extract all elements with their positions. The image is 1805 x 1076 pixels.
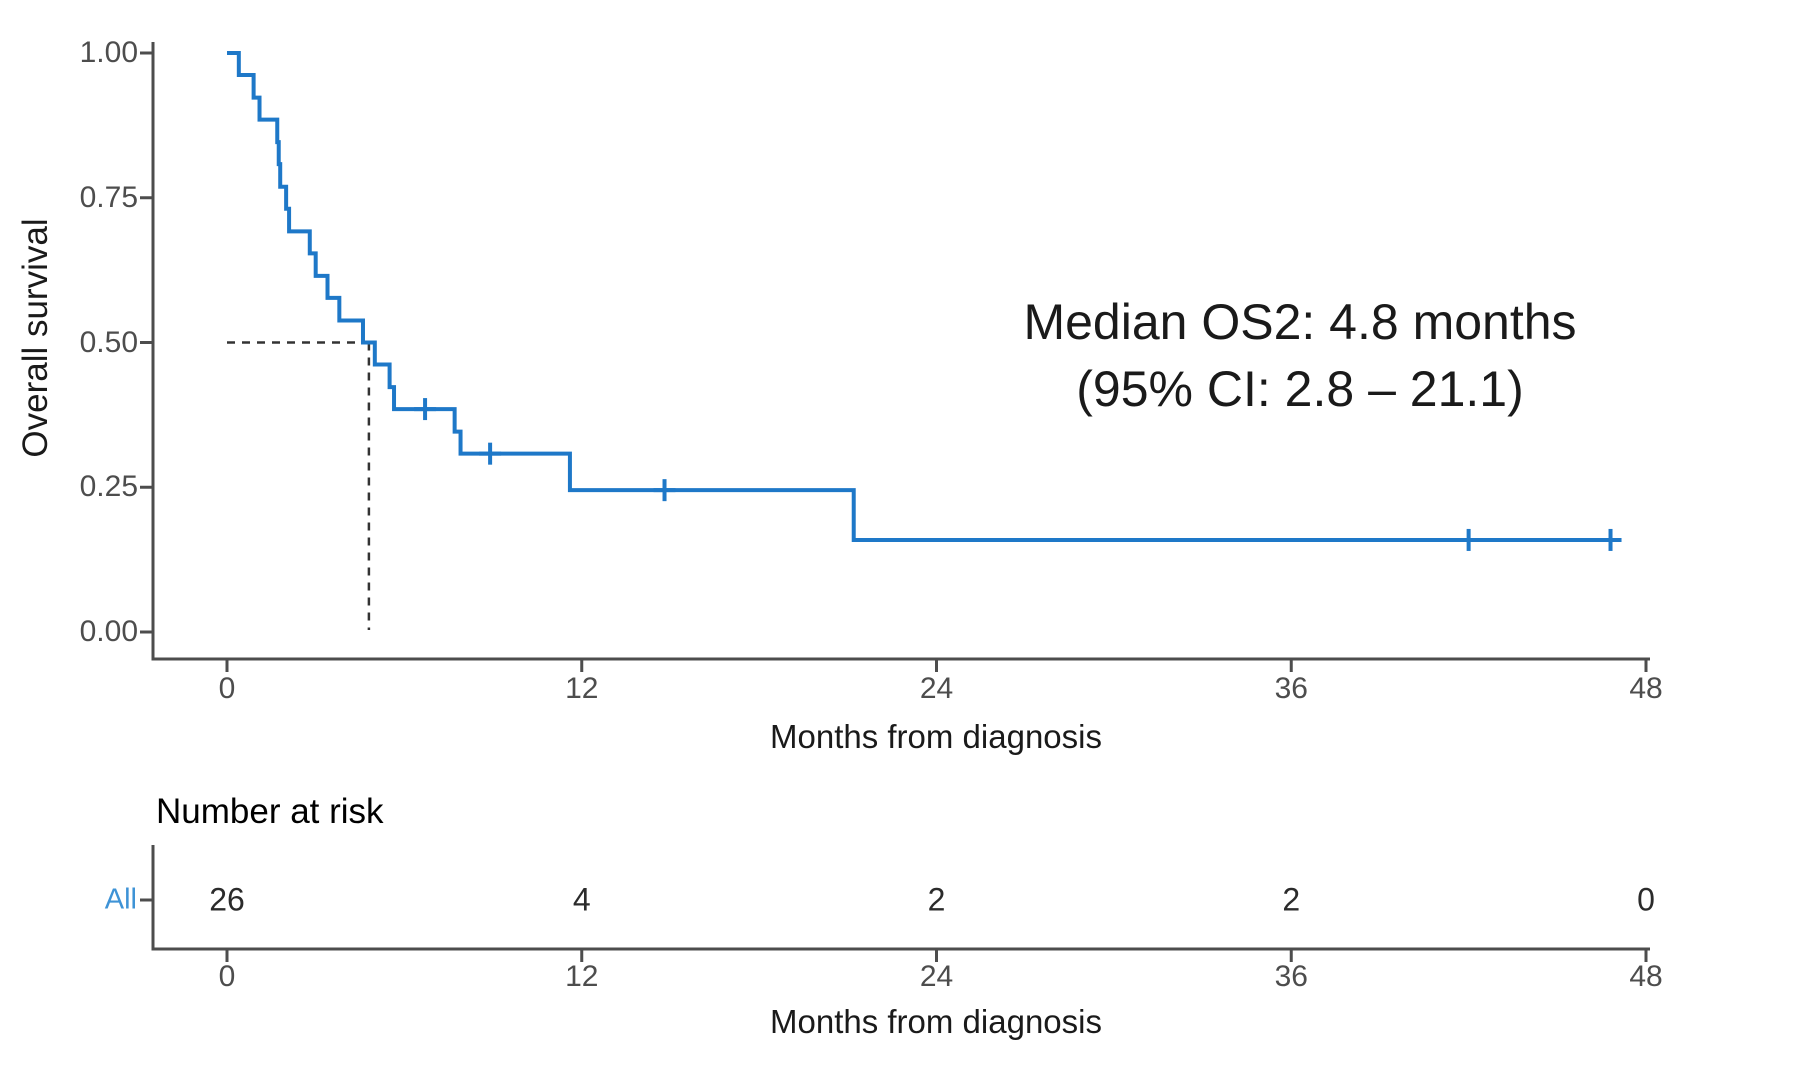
y-tick-label: 0.75	[79, 180, 138, 214]
median-annotation-line1: Median OS2: 4.8 months	[1023, 294, 1577, 350]
risk-x-axis-title: Months from diagnosis	[770, 1003, 1102, 1040]
risk-x-tick-label: 0	[218, 960, 236, 993]
x-tick-label: 48	[1629, 672, 1663, 705]
y-tick-label: 1.00	[79, 36, 138, 69]
y-tick-label: 0.00	[79, 615, 138, 648]
risk-count-value: 26	[209, 881, 245, 918]
risk-x-tick-label: 24	[919, 960, 954, 993]
risk-x-tick-label: 36	[1274, 960, 1308, 993]
x-tick-label: 0	[218, 672, 236, 705]
risk-count-value: 2	[1282, 881, 1301, 918]
risk-count-value: 0	[1637, 881, 1655, 918]
risk-x-tick-label: 12	[565, 960, 599, 993]
risk-group-label: All	[104, 883, 137, 916]
risk-count-value: 4	[572, 881, 591, 918]
x-axis-title: Months from diagnosis	[770, 718, 1102, 755]
y-tick-label: 0.50	[79, 325, 138, 359]
risk-x-tick-label: 48	[1629, 960, 1663, 993]
y-axis-title: Overall survival	[16, 218, 55, 458]
risk-table-title: Number at risk	[156, 792, 384, 831]
y-tick-label: 0.25	[79, 470, 138, 504]
x-tick-label: 12	[565, 672, 599, 705]
x-tick-label: 36	[1274, 672, 1308, 705]
x-tick-label: 24	[919, 672, 954, 705]
median-annotation-line2: (95% CI: 2.8 – 21.1)	[1076, 361, 1524, 417]
km-curve	[227, 51, 1617, 542]
risk-count-value: 2	[927, 881, 946, 918]
